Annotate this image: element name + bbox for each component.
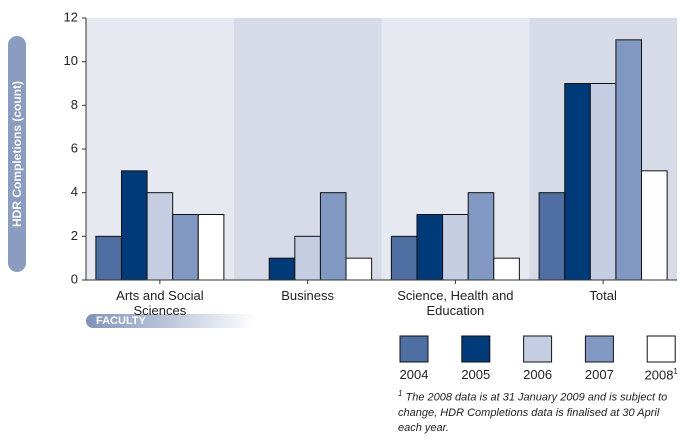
bar [146,192,174,281]
y-tick-label: 12 [64,9,78,24]
bar [615,39,643,281]
bar [641,170,668,281]
legend-label: 2005 [456,367,496,382]
bar [197,214,225,281]
bar [172,214,199,281]
bar [120,170,148,281]
legend-swatch [461,335,491,363]
legend-text: 2006 [523,367,553,382]
legend-text: 2005 [461,367,491,382]
bar [416,214,444,281]
bar [589,83,617,281]
legend-swatch [399,335,429,363]
footnote: 1 The 2008 data is at 31 January 2009 an… [398,386,668,436]
y-tick-label: 8 [71,97,78,112]
footnote-marker: 1 [398,389,403,398]
bar [442,214,469,281]
x-tick-label: Arts and Social Sciences [116,288,204,318]
y-tick-label: 10 [64,53,78,68]
legend-text: 2008 [644,367,674,383]
y-tick-label: 2 [71,228,78,243]
bar [95,235,122,281]
legend-marker: 1 [673,367,678,376]
bar [493,257,520,281]
legend-swatch [646,335,676,363]
y-axis-label-text: HDR Completions (count) [10,81,24,227]
y-axis-label: HDR Completions (count) [8,36,26,272]
legend-label: 2007 [579,367,619,382]
bar [564,83,591,281]
bar [345,257,373,281]
legend-label: 2006 [518,367,558,382]
x-tick-label: Science, Health and Education [397,288,514,318]
bar [294,235,321,281]
x-tick-label: Total [589,288,617,303]
legend-text: 2007 [584,367,614,382]
bar [538,192,566,281]
legend-swatch [523,335,553,363]
legend-swatch [584,335,614,363]
legend-label: 2004 [394,367,434,382]
y-tick-label: 0 [71,271,78,286]
y-tick-label: 6 [71,140,78,155]
legend-text: 2004 [399,367,429,382]
bar [390,235,418,281]
footnote-text: The 2008 data is at 31 January 2009 and … [398,391,668,434]
legend-label: 20081 [641,367,681,382]
x-axis-label: FACULTY [86,314,256,328]
x-tick-label: Business [281,288,334,303]
bar [268,257,296,281]
y-tick-label: 4 [71,184,78,199]
bar [319,192,347,281]
bar [467,192,495,281]
